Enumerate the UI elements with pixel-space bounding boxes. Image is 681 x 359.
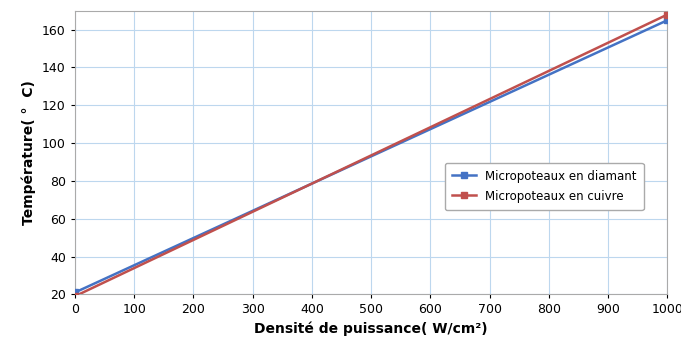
- Legend: Micropoteaux en diamant, Micropoteaux en cuivre: Micropoteaux en diamant, Micropoteaux en…: [445, 163, 644, 210]
- Y-axis label: Température( °  C): Température( ° C): [22, 80, 37, 225]
- X-axis label: Densité de puissance( W/cm²): Densité de puissance( W/cm²): [254, 322, 488, 336]
